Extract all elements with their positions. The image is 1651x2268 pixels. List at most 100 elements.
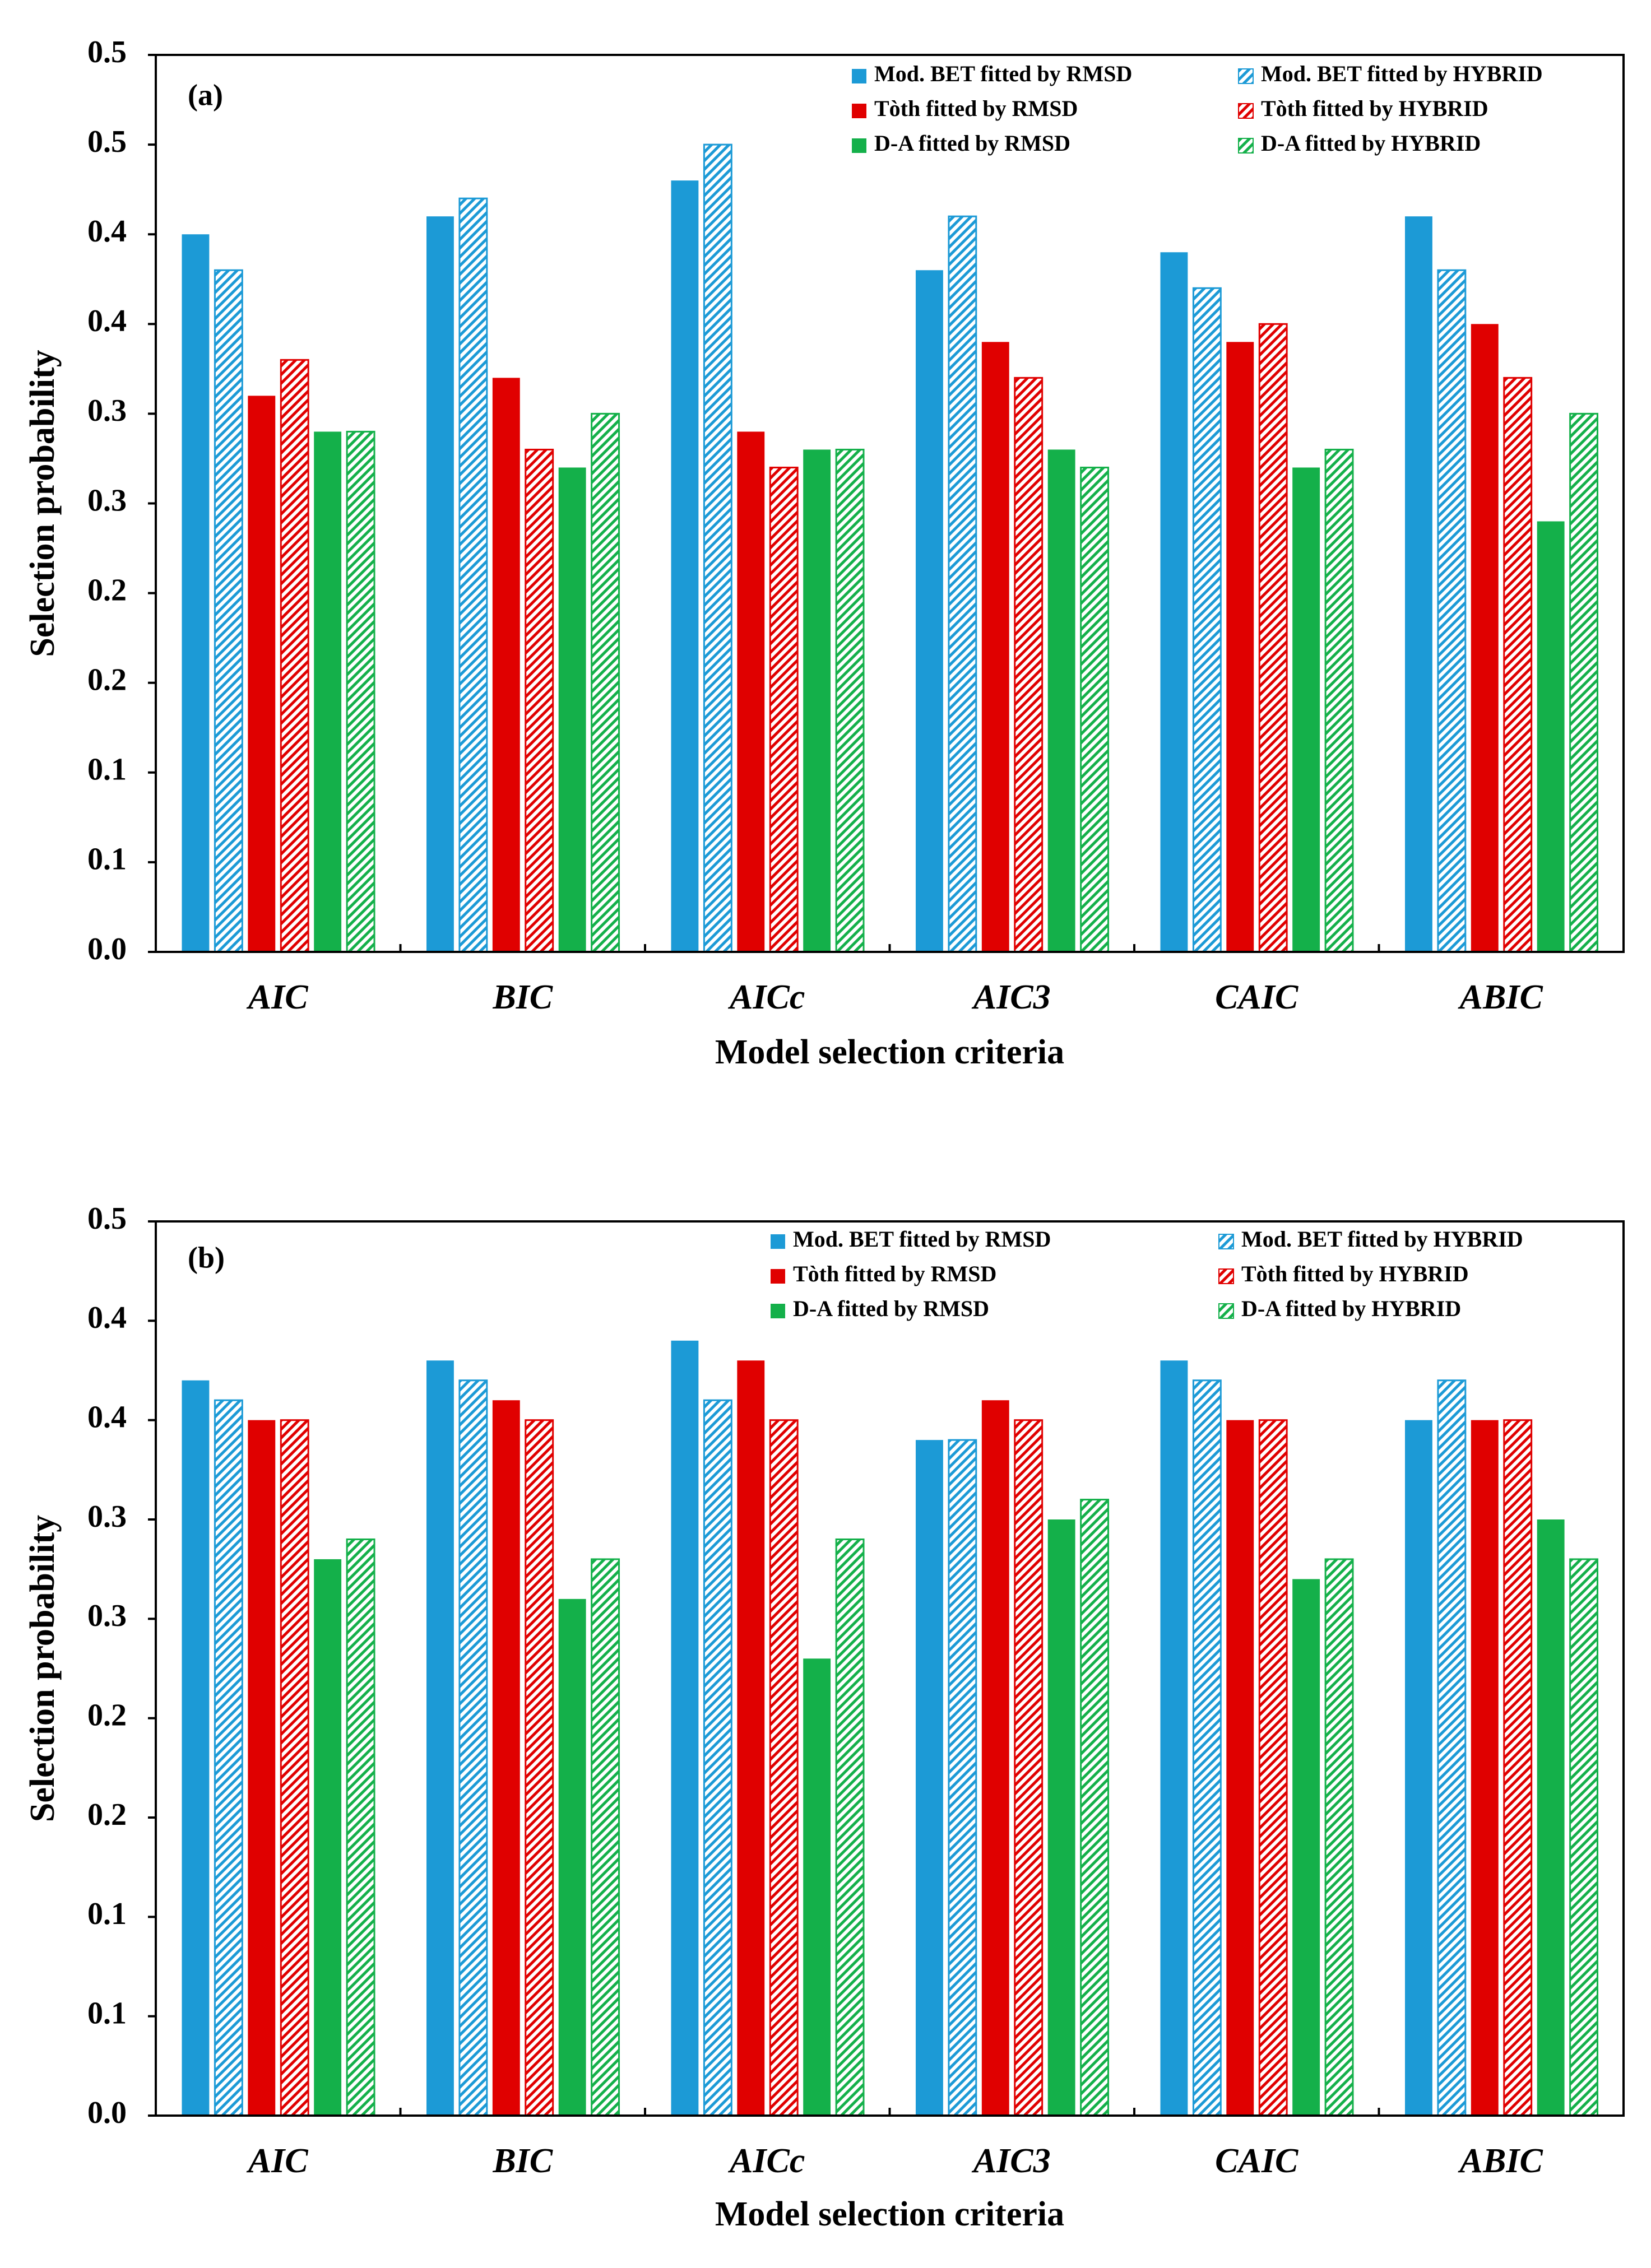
bar bbox=[1080, 1499, 1110, 2117]
bar bbox=[835, 448, 865, 953]
x-tick-label: AIC3 bbox=[971, 2142, 1051, 2180]
bar bbox=[346, 1538, 375, 2117]
legend-label: D-A fitted by RMSD bbox=[793, 1296, 989, 1321]
bar bbox=[346, 430, 375, 953]
bar bbox=[803, 449, 831, 952]
bar bbox=[182, 234, 210, 952]
bar bbox=[426, 216, 454, 952]
y-tick-label: 0.0 bbox=[87, 932, 127, 966]
bar bbox=[703, 1399, 732, 2117]
y-axis-title: Selection probability bbox=[24, 1515, 62, 1822]
y-tick-label: 0.4 bbox=[87, 1300, 127, 1335]
legend-label: Tòth fitted by HYBRID bbox=[1241, 1261, 1469, 1286]
bar bbox=[1471, 324, 1499, 952]
bar bbox=[558, 467, 586, 952]
x-tick-label: CAIC bbox=[1215, 2142, 1298, 2180]
bar bbox=[769, 466, 799, 953]
panel-label: (b) bbox=[188, 1240, 225, 1274]
plot-frame bbox=[155, 54, 1625, 953]
bar bbox=[248, 396, 276, 952]
bar bbox=[1014, 1419, 1044, 2117]
bar bbox=[948, 1439, 977, 2117]
bar bbox=[280, 1419, 309, 2117]
bar bbox=[915, 270, 943, 952]
bar bbox=[525, 448, 554, 953]
bar bbox=[671, 1340, 699, 2116]
bar bbox=[737, 1360, 765, 2116]
legend-swatch bbox=[852, 69, 866, 83]
bar bbox=[1014, 377, 1044, 953]
x-axis-title: Model selection criteria bbox=[715, 2195, 1064, 2233]
bar bbox=[1437, 269, 1467, 953]
legend-label: Mod. BET fitted by RMSD bbox=[793, 1226, 1051, 1252]
y-tick-label: 0.0 bbox=[87, 2095, 127, 2130]
legend-swatch bbox=[1238, 68, 1254, 84]
bar bbox=[1192, 287, 1222, 953]
y-tick-label: 0.4 bbox=[87, 214, 127, 249]
x-tick-label: ABIC bbox=[1458, 2142, 1543, 2180]
legend-swatch bbox=[1218, 1268, 1234, 1284]
bar bbox=[1437, 1379, 1467, 2117]
legend-label: Tòth fitted by RMSD bbox=[874, 96, 1078, 121]
panel-label: (a) bbox=[188, 78, 223, 111]
x-tick-label: ABIC bbox=[1458, 978, 1543, 1016]
legend-swatch bbox=[852, 104, 866, 118]
y-tick-label: 0.5 bbox=[87, 35, 127, 69]
legend-label: D-A fitted by HYBRID bbox=[1261, 131, 1481, 156]
bar bbox=[426, 1360, 454, 2116]
bar bbox=[915, 1440, 943, 2116]
bar bbox=[1226, 342, 1254, 952]
y-tick-label: 0.5 bbox=[87, 124, 127, 159]
y-axis-title: Selection probability bbox=[24, 350, 62, 657]
y-tick-label: 0.2 bbox=[87, 1698, 127, 1733]
x-tick-label: AIC3 bbox=[971, 978, 1051, 1016]
legend-label: D-A fitted by HYBRID bbox=[1241, 1296, 1461, 1321]
bar bbox=[591, 1558, 620, 2117]
x-tick-label: AIC bbox=[246, 978, 308, 1016]
bar bbox=[835, 1538, 865, 2117]
bar bbox=[1292, 1579, 1320, 2116]
bar bbox=[981, 342, 1009, 952]
legend-label: Mod. BET fitted by HYBRID bbox=[1261, 61, 1543, 86]
bar bbox=[803, 1658, 831, 2116]
y-tick-label: 0.2 bbox=[87, 663, 127, 698]
bar bbox=[1080, 466, 1110, 953]
y-tick-label: 0.3 bbox=[87, 1499, 127, 1534]
y-tick-label: 0.4 bbox=[87, 304, 127, 338]
legend-label: Tòth fitted by HYBRID bbox=[1261, 96, 1488, 121]
bar bbox=[558, 1598, 586, 2116]
bar bbox=[1324, 448, 1354, 953]
legend-swatch bbox=[771, 1234, 785, 1249]
bar bbox=[525, 1419, 554, 2117]
bar bbox=[1537, 521, 1565, 952]
y-tick-label: 0.3 bbox=[87, 393, 127, 428]
bar bbox=[1404, 216, 1432, 952]
bar bbox=[1324, 1558, 1354, 2117]
y-tick-label: 0.3 bbox=[87, 1598, 127, 1633]
bar bbox=[1404, 1420, 1432, 2116]
x-tick-label: AICc bbox=[727, 978, 805, 1016]
bar bbox=[458, 1379, 488, 2117]
legend-swatch bbox=[852, 138, 866, 153]
legend-label: Mod. BET fitted by RMSD bbox=[874, 61, 1132, 86]
bar bbox=[1226, 1420, 1254, 2116]
bar bbox=[1047, 449, 1075, 952]
bar bbox=[214, 269, 243, 953]
bar bbox=[1569, 1558, 1599, 2117]
bar bbox=[737, 431, 765, 952]
bar bbox=[769, 1419, 799, 2117]
legend-swatch bbox=[771, 1269, 785, 1284]
x-tick-label: CAIC bbox=[1215, 978, 1298, 1016]
legend-swatch bbox=[1218, 1303, 1234, 1319]
y-tick-label: 0.1 bbox=[87, 1996, 127, 2031]
bar bbox=[314, 431, 342, 952]
y-tick-label: 0.5 bbox=[87, 1201, 127, 1236]
bar bbox=[1537, 1519, 1565, 2116]
legend-swatch bbox=[1238, 103, 1254, 119]
bar bbox=[492, 378, 520, 952]
bar bbox=[591, 412, 620, 953]
y-tick-label: 0.3 bbox=[87, 483, 127, 518]
bar bbox=[1192, 1379, 1222, 2117]
bar bbox=[314, 1559, 342, 2116]
